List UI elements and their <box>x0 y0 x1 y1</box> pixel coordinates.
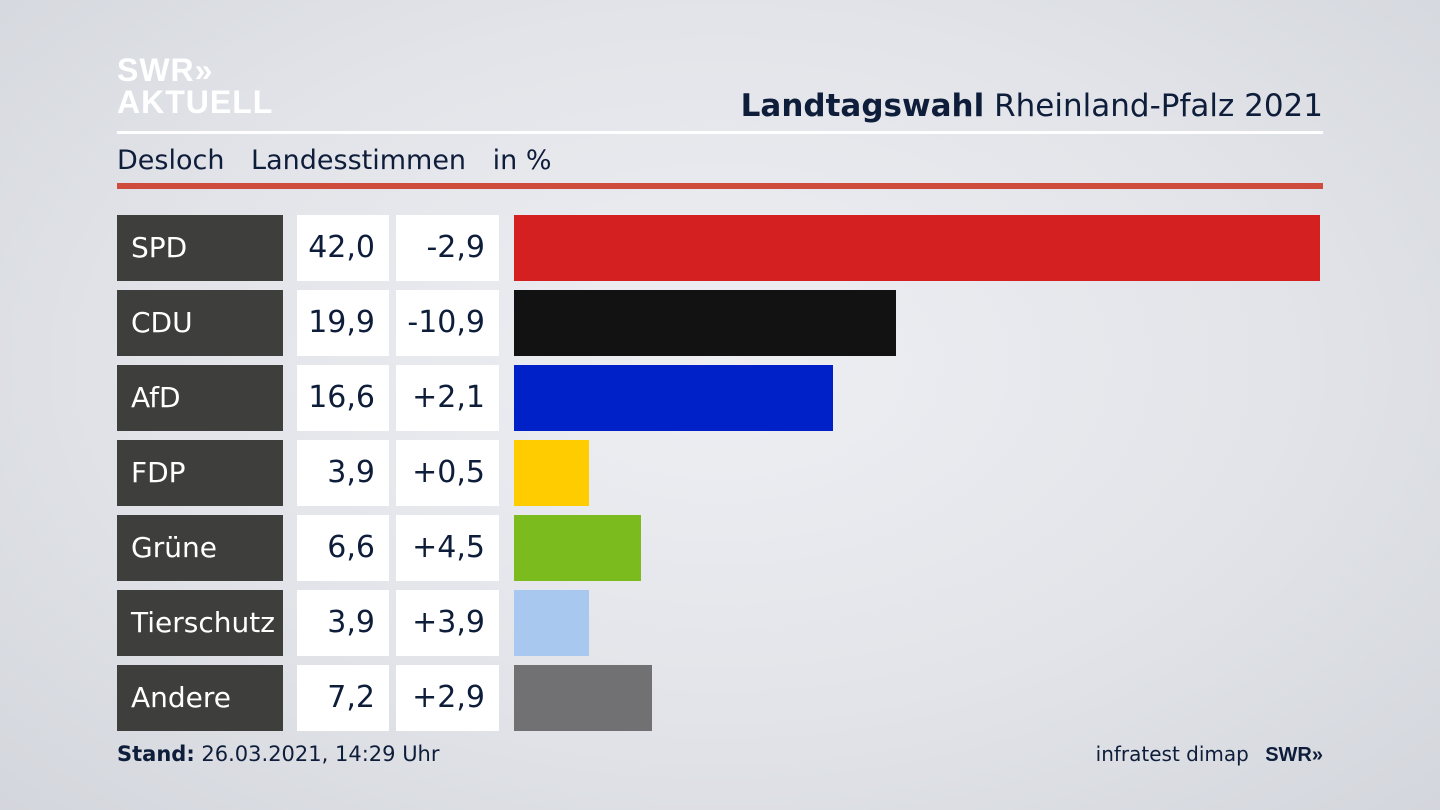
stand-label: Stand: <box>117 742 195 766</box>
logo-line-2: AKTUELL <box>117 84 274 120</box>
result-bar <box>514 290 896 356</box>
change-label: -2,9 <box>396 215 499 281</box>
title-rest: Rheinland-Pfalz 2021 <box>994 88 1323 124</box>
change-label: +2,9 <box>396 665 499 731</box>
swr-aktuell-logo: SWR» AKTUELL <box>117 54 273 118</box>
result-bar <box>514 515 641 581</box>
result-bar <box>514 365 833 431</box>
party-label: SPD <box>117 215 283 281</box>
value-label: 3,9 <box>297 590 389 656</box>
title-bold: Landtagswahl <box>740 88 985 124</box>
party-label: FDP <box>117 440 283 506</box>
timestamp: Stand: 26.03.2021, 14:29 Uhr <box>117 740 440 768</box>
change-label: +0,5 <box>396 440 499 506</box>
stand-value: 26.03.2021, 14:29 Uhr <box>201 742 440 766</box>
party-label: AfD <box>117 365 283 431</box>
swr-brand-logo: SWR» <box>1265 744 1323 766</box>
header-divider <box>117 131 1323 134</box>
party-label: CDU <box>117 290 283 356</box>
value-label: 42,0 <box>297 215 389 281</box>
logo-line-1: SWR» <box>117 52 214 88</box>
subtitle-unit: in % <box>492 145 552 176</box>
value-label: 19,9 <box>297 290 389 356</box>
value-label: 16,6 <box>297 365 389 431</box>
change-label: -10,9 <box>396 290 499 356</box>
subtitle: Desloch Landesstimmen in % <box>117 143 570 179</box>
change-label: +4,5 <box>396 515 499 581</box>
value-label: 6,6 <box>297 515 389 581</box>
result-bar <box>514 215 1320 281</box>
value-label: 3,9 <box>297 440 389 506</box>
result-bar <box>514 440 589 506</box>
party-label: Andere <box>117 665 283 731</box>
result-bar <box>514 590 589 656</box>
change-label: +3,9 <box>396 590 499 656</box>
change-label: +2,1 <box>396 365 499 431</box>
source-credit: infratest dimap SWR» <box>1096 740 1323 769</box>
value-label: 7,2 <box>297 665 389 731</box>
source-name: infratest dimap <box>1095 742 1249 766</box>
page-title: Landtagswahl Rheinland-Pfalz 2021 <box>741 86 1323 126</box>
result-bar <box>514 665 652 731</box>
accent-divider <box>117 183 1323 189</box>
subtitle-place: Desloch <box>117 145 225 176</box>
party-label: Grüne <box>117 515 283 581</box>
party-label: Tierschutz <box>117 590 283 656</box>
subtitle-kind: Landesstimmen <box>251 145 467 176</box>
